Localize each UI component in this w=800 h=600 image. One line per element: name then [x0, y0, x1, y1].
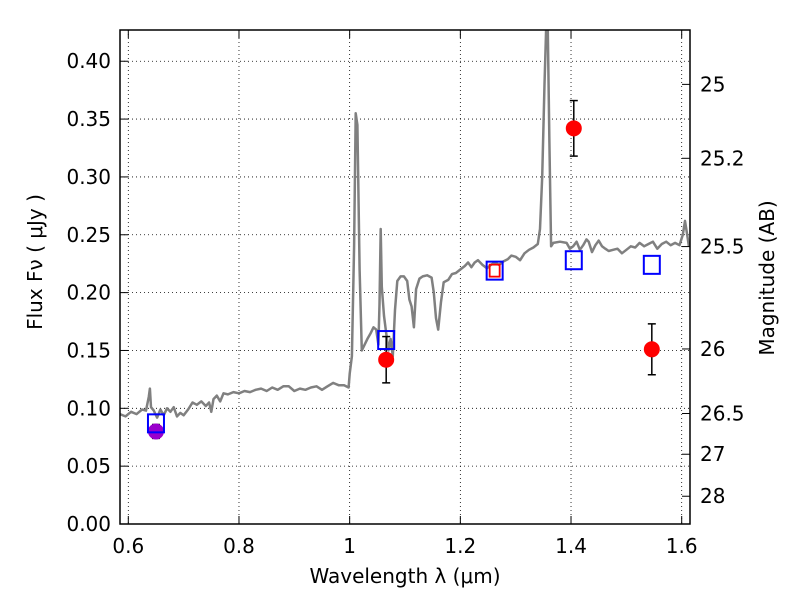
axis-ticks: 0.6 0.8 1 1.2 1.4 1.6 0.00 0.05 0.10 0.15 0.20 0.25… — [66, 30, 745, 558]
model-square-blue — [146, 413, 165, 434]
y-tick-label: 0.30 — [66, 165, 111, 189]
y-tick-label: 0.25 — [66, 223, 111, 247]
model-square-red — [488, 263, 501, 278]
model-square-blue — [642, 254, 661, 275]
observed-point — [643, 341, 660, 358]
right-axis-label: Magnitude (AB) — [755, 200, 779, 355]
x-tick-label: 0.6 — [112, 534, 144, 558]
y-tick-label: 0.20 — [66, 281, 111, 305]
model-square-outer — [485, 260, 504, 281]
y-axis-label: Flux Fν ( μJy ) — [23, 194, 47, 330]
right-tick-label: 26.5 — [700, 402, 745, 426]
right-tick-label: 25.5 — [700, 235, 745, 259]
observed-point — [565, 120, 582, 137]
y-tick-label: 0.40 — [66, 49, 111, 73]
y-tick-label: 0.10 — [66, 396, 111, 420]
right-tick-label: 25.2 — [700, 146, 745, 170]
spectrum-line — [120, 30, 690, 419]
x-tick-label: 1.4 — [555, 534, 587, 558]
model-square-blue — [564, 250, 583, 271]
y-tick-label: 0.00 — [66, 512, 111, 536]
model-square-blue — [377, 330, 396, 351]
right-tick-label: 28 — [700, 484, 725, 508]
y-tick-label: 0.05 — [66, 454, 111, 478]
x-tick-label: 1 — [343, 534, 356, 558]
right-tick-label: 25 — [700, 72, 725, 96]
plot-area — [120, 30, 690, 440]
right-tick-label: 26 — [700, 337, 725, 361]
x-axis-label: Wavelength λ (μm) — [309, 564, 500, 588]
plot-frame — [119, 29, 691, 525]
observed-point — [378, 351, 395, 368]
x-tick-label: 0.8 — [223, 534, 255, 558]
y-tick-label: 0.35 — [66, 107, 111, 131]
x-tick-label: 1.6 — [666, 534, 698, 558]
y-tick-label: 0.15 — [66, 338, 111, 362]
right-tick-label: 27 — [700, 442, 725, 466]
x-tick-label: 1.2 — [444, 534, 476, 558]
